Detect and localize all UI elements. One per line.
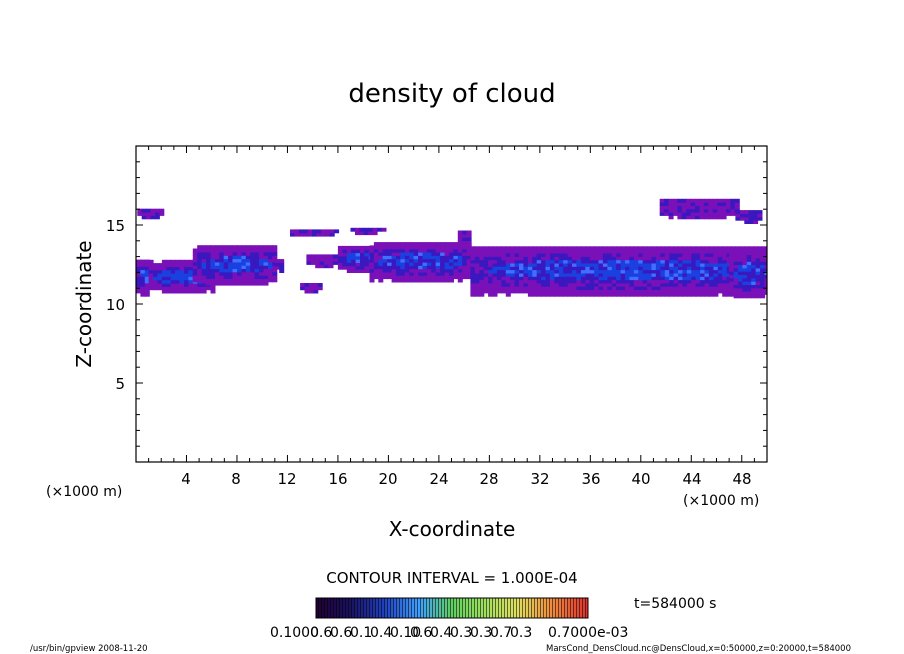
colorbar-label: 0.1 [350, 625, 372, 641]
cloud-region [290, 229, 340, 237]
colorbar-label: 0.6 [330, 625, 352, 641]
time-label: t=584000 s [634, 596, 716, 612]
cloud-density-field [136, 198, 767, 299]
x-axis-title: X-coordinate [389, 517, 516, 541]
x-tick-label: 16 [328, 470, 347, 488]
colorbar-label: 0.3 [510, 625, 532, 641]
cloud-region [369, 242, 472, 283]
colorbar [315, 597, 589, 619]
x-tick-label: 48 [732, 470, 751, 488]
colorbar-label: 0.6 [310, 625, 332, 641]
x-tick-label: 44 [682, 470, 701, 488]
axis-ticks [136, 146, 767, 462]
x-tick-label: 28 [479, 470, 498, 488]
colorbar-label: 0.3 [470, 625, 492, 641]
colorbar-label: 0.4 [370, 625, 392, 641]
x-tick-label: 20 [378, 470, 397, 488]
colorbar-label: 0.4 [430, 625, 452, 641]
cloud-region [274, 259, 285, 273]
chart-title: density of cloud [348, 79, 555, 109]
x-tick-label: 40 [631, 470, 650, 488]
cloud-region [659, 198, 740, 220]
x-tick-label: 36 [581, 470, 600, 488]
y-tick-labels: 5 10 15 [106, 217, 125, 393]
x-unit-right: (×1000 m) [683, 493, 759, 509]
cloud-region [136, 259, 150, 297]
colorbar-label: 0.7 [490, 625, 512, 641]
cloud-region [137, 208, 165, 220]
cloud-region [729, 251, 767, 299]
contour-interval: CONTOUR INTERVAL = 1.000E-04 [326, 569, 577, 587]
colorbar-label: 0.6 [410, 625, 432, 641]
cloud-region [300, 283, 323, 294]
plot-frame [135, 145, 768, 463]
cloud-region [457, 230, 472, 248]
y-tick-label: 10 [106, 296, 125, 314]
cloud-region [470, 246, 767, 297]
colorbar-label: 0.10 [390, 625, 421, 641]
cloud-region [350, 227, 387, 236]
y-tick-label: 5 [115, 375, 125, 393]
footer-right: MarsCond_DensCloud.nc@DensCloud,x=0:5000… [546, 644, 851, 654]
x-tick-label: 32 [530, 470, 549, 488]
cloud-region [735, 210, 763, 224]
x-tick-label: 4 [181, 470, 191, 488]
y-axis-title: Z-coordinate [72, 240, 96, 367]
footer-left: /usr/bin/gpview 2008-11-20 [30, 644, 148, 654]
colorbar-label: 0.1000 [270, 625, 319, 641]
cloud-region [306, 254, 343, 269]
colorbar-label: 0.3 [450, 625, 472, 641]
y-tick-label: 15 [106, 217, 125, 235]
x-tick-label: 24 [429, 470, 448, 488]
colorbar-label: 0.7000e-03 [548, 625, 628, 641]
x-tick-label: 8 [231, 470, 241, 488]
colorbar-labels: 0.10000.60.60.10.40.100.60.40.30.30.70.3… [270, 625, 628, 641]
x-tick-label: 12 [277, 470, 296, 488]
x-unit-left: (×1000 m) [46, 484, 122, 500]
x-tick-labels: 4 8 12 16 20 24 28 32 36 40 44 48 [181, 470, 751, 488]
cloud-region [192, 245, 278, 286]
